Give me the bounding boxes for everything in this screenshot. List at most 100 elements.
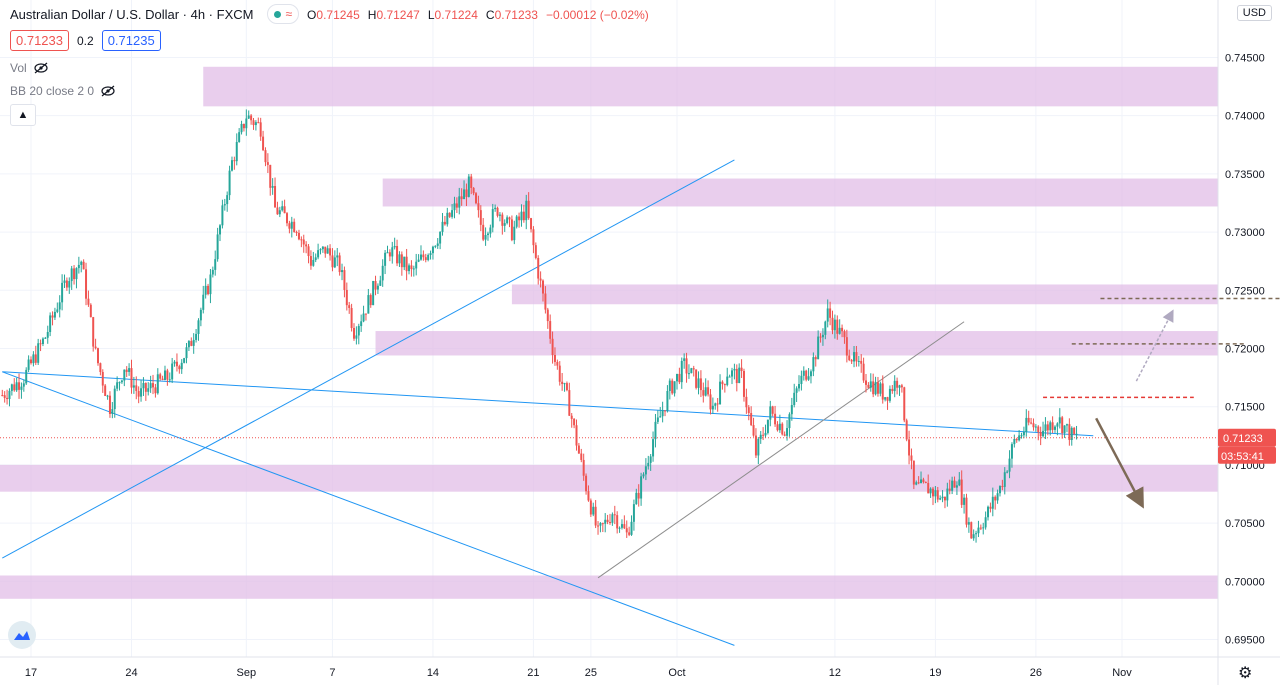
candle-body <box>836 319 839 334</box>
candle-body <box>692 368 695 370</box>
candle-body <box>410 265 413 270</box>
symbol-title[interactable]: Australian Dollar / U.S. Dollar · 4h · F… <box>10 6 254 22</box>
candle-body <box>618 527 621 529</box>
candle-body <box>1013 438 1016 445</box>
candle-body <box>872 381 875 395</box>
candle-body <box>13 384 16 391</box>
candle-body <box>51 315 54 318</box>
candle-body <box>56 309 59 312</box>
candle-body <box>350 308 353 328</box>
bullish-arrow <box>1135 309 1174 382</box>
candle-body <box>202 294 205 310</box>
candle-body <box>178 366 181 370</box>
candle-body <box>1034 426 1037 428</box>
gear-icon[interactable]: ⚙ <box>1238 665 1253 682</box>
candle-body <box>530 218 533 230</box>
candle-body <box>953 480 956 488</box>
candle-body <box>1003 472 1006 487</box>
candle-body <box>709 394 712 410</box>
candle-body <box>510 219 513 241</box>
candle-body <box>967 522 970 525</box>
candle-body <box>49 315 52 333</box>
candle-body <box>565 383 568 391</box>
candle-body <box>738 367 741 384</box>
candle-body <box>532 229 535 246</box>
candle-body <box>379 280 382 286</box>
candle-body <box>790 405 793 415</box>
candle-body <box>75 268 78 280</box>
candle-body <box>683 358 686 361</box>
ohlc-item: L0.71224 <box>427 7 478 22</box>
candle-body <box>281 206 284 211</box>
candle-body <box>702 390 705 396</box>
ohlc-values: O0.71245 H0.71247 L0.71224 C0.71233 −0.00012… <box>307 7 657 22</box>
candle-body <box>362 313 365 322</box>
candle-body <box>742 370 745 397</box>
candle-body <box>594 506 597 526</box>
candle-body <box>630 521 633 535</box>
ohlc-item: H0.71247 <box>367 7 420 22</box>
candle-body <box>415 261 418 269</box>
candle-body <box>807 376 810 380</box>
candle-body <box>661 410 664 417</box>
candle-body <box>118 382 121 384</box>
currency-button[interactable]: USD <box>1236 5 1272 21</box>
candle-body <box>341 270 344 273</box>
candle-body <box>506 217 509 224</box>
candle-body <box>955 485 958 488</box>
candle-body <box>348 305 351 309</box>
candle-body <box>685 358 688 374</box>
candle-body <box>128 368 131 372</box>
candle-body <box>317 250 320 258</box>
candle-body <box>759 434 762 439</box>
candle-body <box>551 338 554 355</box>
collapse-legend-button[interactable]: ▲ <box>10 104 36 126</box>
tradingview-logo-icon[interactable] <box>8 621 36 649</box>
candle-body <box>575 425 578 446</box>
candle-body <box>996 493 999 501</box>
candle-body <box>979 527 982 529</box>
candle-body <box>20 386 23 390</box>
candle-body <box>719 381 722 405</box>
candle-body <box>525 200 528 221</box>
candle-body <box>704 387 707 396</box>
candle-body <box>927 482 930 494</box>
candle-body <box>41 338 44 344</box>
ohlc-item: −0.00012 (−0.02%) <box>545 7 649 22</box>
candle-body <box>819 336 822 338</box>
candle-body <box>690 368 693 374</box>
indicator-vol[interactable]: Vol <box>10 61 49 75</box>
candle-body <box>726 376 729 385</box>
candle-body <box>577 445 580 454</box>
candle-body <box>247 115 250 119</box>
candle-body <box>398 254 401 264</box>
candle-body <box>106 395 109 397</box>
candle-body <box>209 274 212 295</box>
eye-off-icon[interactable] <box>33 62 49 74</box>
candle-body <box>333 257 336 268</box>
candle-body <box>195 333 198 340</box>
candle-body <box>101 372 104 386</box>
candle-body <box>44 337 47 339</box>
candle-body <box>80 261 83 265</box>
sell-button[interactable]: 0.71233 <box>10 30 69 51</box>
indicator-bb[interactable]: BB 20 close 2 0 <box>10 84 116 98</box>
candle-body <box>733 368 736 371</box>
candle-body <box>843 331 846 338</box>
candle-body <box>412 268 415 270</box>
candle-body <box>747 407 750 414</box>
eye-off-icon[interactable] <box>100 85 116 97</box>
trendline <box>2 371 735 646</box>
candle-body <box>965 497 968 525</box>
candle-body <box>140 388 143 397</box>
market-status[interactable]: ≈ <box>267 4 300 24</box>
candle-body <box>888 388 891 401</box>
candle-body <box>896 380 899 388</box>
candle-body <box>252 120 255 126</box>
candle-body <box>484 235 487 240</box>
candle-body <box>987 506 990 518</box>
buy-button[interactable]: 0.71235 <box>101 30 161 51</box>
candle-body <box>845 337 848 356</box>
candle-body <box>841 327 844 332</box>
